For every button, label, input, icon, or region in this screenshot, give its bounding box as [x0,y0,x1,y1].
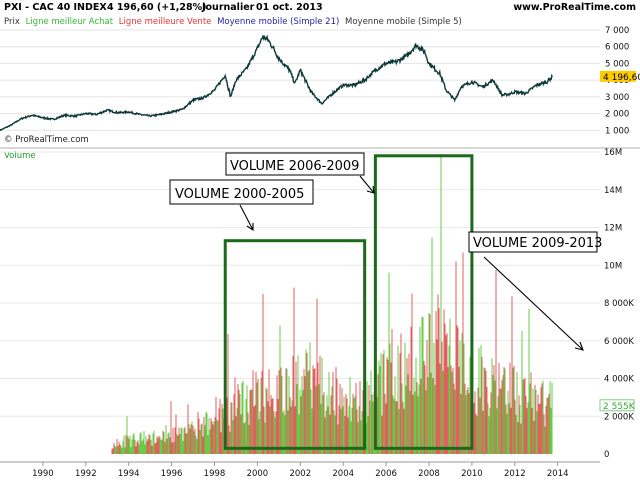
volume-panel: Volume 2 000K 4 000K 6 000K 8 000K 10M 12M 14M… [0,148,636,460]
volume-y-tick-label: 16M [604,148,622,158]
price-y-tick-label: 7 000 [605,26,629,36]
annotation-label-2009-2013-text: VOLUME 2009-2013 [473,236,602,251]
volume-last-value-badge: 2 555K [599,399,636,412]
price-panel-bg [0,27,640,147]
annotation-box-2006-2009 [373,154,474,450]
x-tick-label: 2010 [461,469,483,479]
annotation-label-2000-2005: VOLUME 2000-2005 [169,179,314,205]
legend-meilleure-vente: Ligne meilleure Vente [119,17,212,27]
site-label: www.ProRealTime.com [513,2,636,13]
arrow-head-2006-2009 [366,185,375,194]
annotation-box-2000-2005 [223,239,367,450]
x-tick-label: 2004 [332,469,354,479]
chart-title: PXI - CAC 40 INDEX [4,2,107,13]
annotation-label-2009-2013: VOLUME 2009-2013 [468,231,602,253]
volume-badge-rect [599,399,635,412]
annotation-label-2009-2013-box [468,231,598,253]
volume-y-tick-label: 0 [604,450,609,460]
x-tick-label: 1994 [118,469,140,479]
arrow-2006-2009 [359,175,375,194]
x-tick-label: 2002 [289,469,311,479]
legend: Prix Ligne meilleur Achat Ligne meilleur… [4,17,462,27]
arrow-2009-2013 [483,256,584,351]
volume-y-tick-label: 14M [604,186,622,196]
price-y-tick-label: 3 000 [605,93,629,103]
date-label: 01 oct. 2013 [256,2,323,13]
price-y-tick-label: 1 000 [605,126,629,136]
price-y-tick-label: 5 000 [605,59,629,69]
x-tick-label: 2012 [504,469,526,479]
volume-y-tick-label: 10M [604,261,622,271]
annotation-arrows [239,175,584,351]
volume-y-tick-label: 12M [604,224,622,234]
watermark: © ProRealTime.com [4,135,89,145]
x-tick-label: 2008 [418,469,440,479]
volume-y-tick-label: 6 000K [604,337,634,347]
arrow-head-2009-2013 [574,341,584,351]
x-axis: 1990 1992 1994 1996 1998 2000 2002 2004 2006 2008… [0,461,600,479]
price-badge-rect [600,70,636,82]
price-last-value-badge: 4 196,60 [600,70,640,83]
volume-y-tick-label: 8 000K [604,299,634,309]
annotation-label-2000-2005-text: VOLUME 2000-2005 [175,187,304,202]
annotation-label-2000-2005-box [169,179,314,205]
x-tick-label: 1998 [204,469,226,479]
price-y-tick-label: 2 000 [605,110,629,120]
price-y-tick-label: 6 000 [605,43,629,53]
annotation-label-2006-2009: VOLUME 2006-2009 [225,152,365,176]
volume-y-tick-label: 2 000K [604,412,634,422]
volume-y-ticks: 2 000K 4 000K 6 000K 8 000K 10M 12M 14M 16M 0 [604,148,634,460]
legend-mm21: Moyenne mobile (Simple 21) [217,17,339,27]
annotation-label-2006-2009-box [225,152,365,176]
legend-meilleur-achat: Ligne meilleur Achat [26,17,114,27]
x-tick-label: 1992 [75,469,97,479]
x-tick-label: 2000 [247,469,269,479]
volume-y-tick-label: 4 000K [604,375,634,385]
arrow-head-2000-2005 [246,223,254,232]
x-tick-label: 1990 [32,469,54,479]
period-label: Journalier [201,2,255,13]
x-tick-label: 2014 [547,469,569,479]
x-tick-label: 1996 [161,469,183,479]
quote-value: 4 196,60 (+1,28%) [107,2,207,13]
legend-prix: Prix [4,17,20,27]
price-badge-text: 4 196,60 [603,73,640,83]
volume-badge-text: 2 555K [603,402,636,412]
legend-mm5: Moyenne mobile (Simple 5) [345,17,462,27]
volume-label: Volume [4,151,36,161]
price-line [0,34,553,132]
x-tick-label: 2006 [375,469,397,479]
annotation-label-2006-2009-text: VOLUME 2006-2009 [230,159,359,174]
arrow-2000-2005 [239,204,254,231]
